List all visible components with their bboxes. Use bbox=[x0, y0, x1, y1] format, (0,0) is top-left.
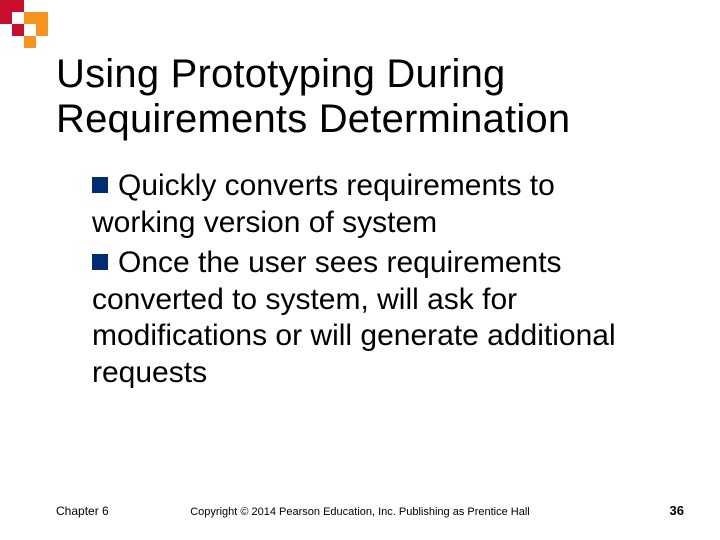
bullet-item: Once the user sees requirements converte… bbox=[92, 245, 660, 391]
logo-decoration bbox=[0, 0, 60, 48]
logo-square bbox=[36, 24, 48, 36]
bullet-text: Once the user sees requirements converte… bbox=[92, 246, 616, 389]
logo-square bbox=[36, 12, 48, 24]
logo-square bbox=[24, 12, 36, 24]
slide-body: Quickly converts requirements to working… bbox=[92, 168, 660, 396]
slide-title: Using Prototyping During Requirements De… bbox=[56, 52, 680, 142]
bullet-item: Quickly converts requirements to working… bbox=[92, 168, 660, 241]
logo-square bbox=[12, 0, 24, 12]
bullet-text: Quickly converts requirements to working… bbox=[92, 169, 555, 239]
footer-copyright: Copyright © 2014 Pearson Education, Inc.… bbox=[0, 506, 720, 518]
bullet-marker-icon bbox=[92, 254, 108, 270]
logo-square bbox=[0, 0, 12, 12]
logo-square bbox=[0, 12, 12, 24]
logo-square bbox=[24, 36, 36, 48]
logo-square bbox=[12, 24, 24, 36]
slide: Using Prototyping During Requirements De… bbox=[0, 0, 720, 540]
footer-page-number: 36 bbox=[670, 503, 684, 518]
bullet-marker-icon bbox=[92, 177, 108, 193]
